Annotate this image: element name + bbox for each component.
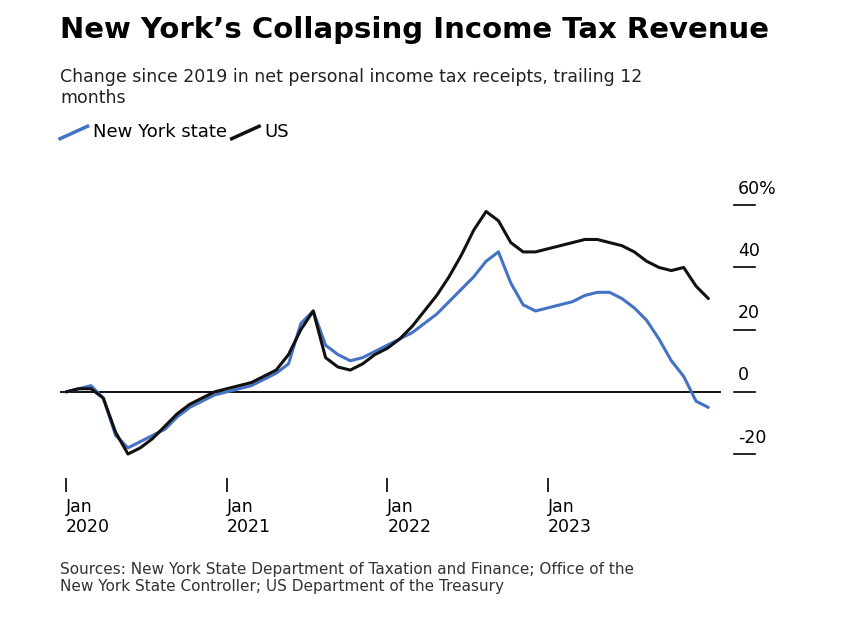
- Text: New York state: New York state: [93, 124, 227, 141]
- Text: -20: -20: [738, 429, 766, 447]
- Text: 40: 40: [738, 242, 759, 260]
- Text: 60%: 60%: [738, 180, 776, 198]
- Text: New York’s Collapsing Income Tax Revenue: New York’s Collapsing Income Tax Revenue: [60, 16, 769, 44]
- Text: 20: 20: [738, 304, 760, 322]
- Text: Sources: New York State Department of Taxation and Finance; Office of the
New Yo: Sources: New York State Department of Ta…: [60, 562, 634, 594]
- Text: Change since 2019 in net personal income tax receipts, trailing 12
months: Change since 2019 in net personal income…: [60, 68, 643, 107]
- Text: 0: 0: [738, 366, 749, 384]
- Text: US: US: [264, 124, 289, 141]
